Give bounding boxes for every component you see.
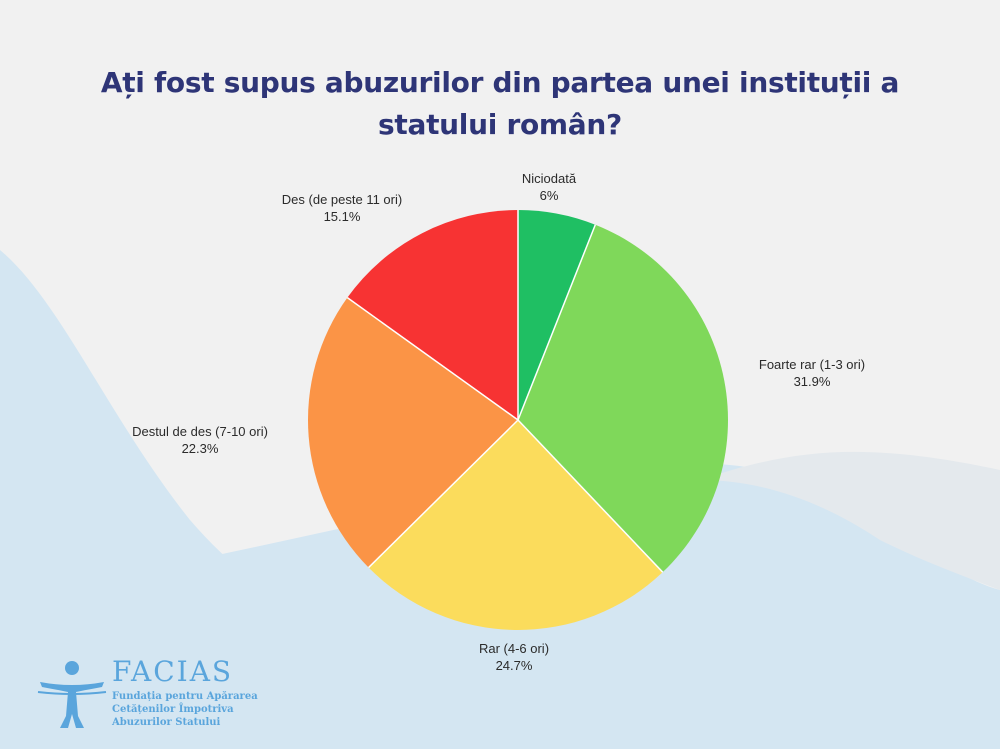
- logo-subtitle: Fundația pentru Apărarea Cetățenilor Împ…: [112, 690, 258, 729]
- logo-subtitle-line-3: Abuzurilor Statului: [112, 717, 221, 728]
- chart-title: Ați fost supus abuzurilor din partea une…: [100, 66, 900, 141]
- slice-value-2: 31.9%: [794, 374, 831, 389]
- pie-labels: Niciodată 6% Foarte rar (1-3 ori) 31.9% Rar …: [132, 171, 865, 673]
- pie-slice-5: [347, 210, 518, 420]
- background-wave-right: [700, 451, 1000, 590]
- person-figure-icon: [37, 661, 107, 728]
- pie-slice-1: [518, 210, 596, 420]
- pie-slice-3: [368, 420, 663, 631]
- slice-value-3: 24.7%: [496, 658, 533, 673]
- logo-subtitle-line-1: Fundația pentru Apărarea: [112, 691, 258, 702]
- pie-slice-2: [518, 224, 729, 573]
- slice-separator: [517, 419, 664, 573]
- facias-logo: FACIAS Fundația pentru Apărarea Cetățeni…: [36, 656, 296, 732]
- logo-subtitle-line-2: Cetățenilor Împotriva: [112, 704, 234, 715]
- slice-separator: [517, 224, 597, 421]
- slice-separator: [346, 297, 519, 421]
- slice-value-5: 15.1%: [324, 209, 361, 224]
- pie-slices: [307, 210, 729, 631]
- slice-value-4: 22.3%: [182, 441, 219, 456]
- slice-separator: [368, 419, 519, 569]
- pie-slice-4: [307, 297, 518, 568]
- slice-label-2: Foarte rar (1-3 ori): [759, 357, 865, 372]
- slice-label-1: Niciodată: [522, 171, 577, 186]
- logo-name: FACIAS: [112, 655, 234, 688]
- slice-label-4: Destul de des (7-10 ori): [132, 424, 268, 439]
- slice-label-3: Rar (4-6 ori): [479, 641, 549, 656]
- slice-value-1: 6%: [540, 188, 559, 203]
- slice-label-5: Des (de peste 11 ori): [282, 192, 402, 207]
